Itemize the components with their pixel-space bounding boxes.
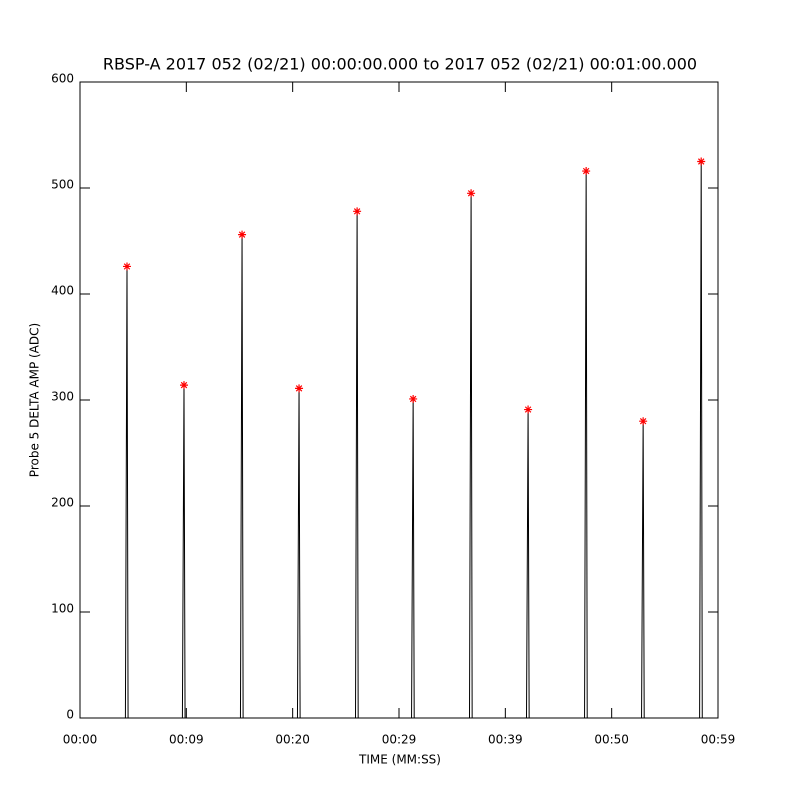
- x-tick-label: 00:50: [594, 733, 629, 747]
- y-tick-label: 300: [51, 390, 74, 404]
- y-tick-label: 100: [51, 602, 74, 616]
- trace-line: [85, 161, 703, 719]
- y-tick-label: 600: [51, 72, 74, 86]
- x-tick-label: 00:09: [169, 733, 204, 747]
- chart-title: RBSP-A 2017 052 (02/21) 00:00:00.000 to …: [103, 55, 697, 74]
- peak-marker: [409, 394, 418, 403]
- y-axis-label: Probe 5 DELTA AMP (ADC): [28, 323, 42, 477]
- peak-marker: [524, 405, 533, 414]
- peak-marker: [467, 189, 476, 198]
- x-tick-label: 00:39: [488, 733, 523, 747]
- x-tick-label: 00:59: [701, 733, 736, 747]
- peak-marker: [353, 207, 362, 216]
- y-tick-label: 0: [66, 708, 74, 722]
- peak-marker: [238, 230, 247, 239]
- x-tick-label: 00:00: [63, 733, 98, 747]
- peak-marker: [697, 157, 706, 166]
- peak-marker: [295, 384, 304, 393]
- peak-marker: [122, 262, 131, 271]
- y-tick-label: 400: [51, 284, 74, 298]
- x-tick-label: 00:20: [275, 733, 310, 747]
- x-axis-label: TIME (MM:SS): [358, 753, 441, 767]
- peak-marker: [639, 417, 648, 426]
- y-tick-label: 200: [51, 496, 74, 510]
- peak-marker: [582, 167, 591, 176]
- peak-marker: [179, 381, 188, 390]
- y-tick-label: 500: [51, 178, 74, 192]
- x-tick-label: 00:29: [382, 733, 417, 747]
